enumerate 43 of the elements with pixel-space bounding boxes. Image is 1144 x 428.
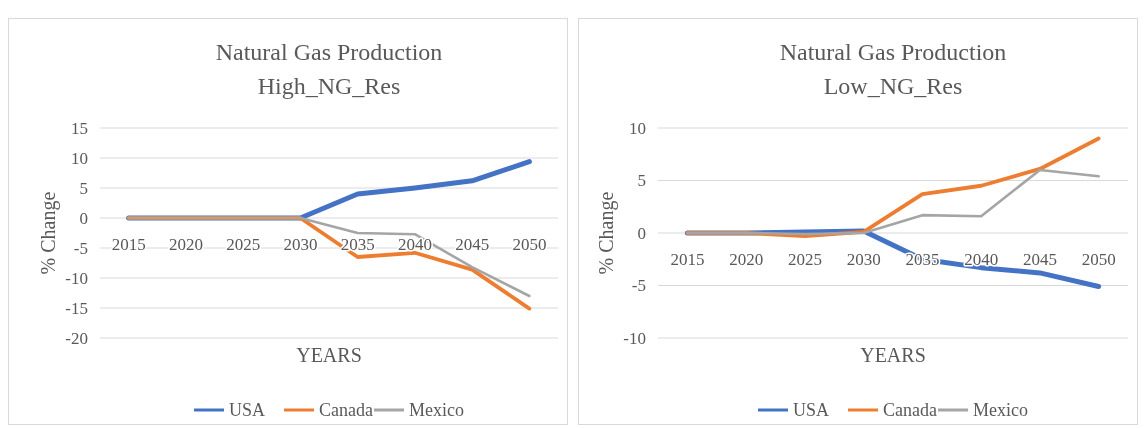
legend-label: Canada [883, 400, 937, 421]
x-tick-label: 2035 [340, 235, 375, 254]
y-tick-label: 5 [79, 178, 88, 198]
y-tick-label: -20 [65, 328, 88, 348]
y-tick-label: 5 [637, 171, 646, 191]
x-tick-label: 2030 [846, 250, 881, 269]
x-tick-label: 2050 [512, 235, 547, 254]
y-tick-label: 15 [71, 118, 88, 138]
y-tick-label: -10 [65, 268, 88, 288]
y-tick-label: 0 [79, 208, 88, 228]
legend-label: Mexico [973, 400, 1028, 421]
legend-label: USA [229, 400, 266, 421]
x-tick-label: 2040 [964, 250, 999, 269]
y-axis-title: % Change [37, 191, 60, 275]
y-tick-label: -5 [631, 276, 646, 296]
legend-label: Canada [319, 400, 373, 421]
chart-title: Natural Gas Production [779, 39, 1007, 65]
y-tick-label: 0 [637, 223, 646, 243]
chart-subtitle: Low_NG_Res [823, 73, 963, 99]
y-tick-label: 10 [629, 118, 646, 138]
x-tick-label: 2015 [670, 250, 705, 269]
x-tick-label: 2040 [397, 235, 432, 254]
x-tick-label: 2045 [1022, 250, 1057, 269]
line-series [686, 168, 1100, 236]
y-tick-label: 10 [71, 148, 88, 168]
x-tick-label: 2030 [283, 235, 318, 254]
x-tick-label: 2050 [1081, 250, 1116, 269]
legend-label: USA [793, 400, 830, 421]
x-axis-title: YEARS [860, 344, 926, 366]
y-tick-label: -10 [623, 328, 646, 348]
x-tick-label: 2020 [729, 250, 764, 269]
legend-label: Mexico [409, 400, 464, 421]
x-tick-label: 2015 [111, 235, 146, 254]
x-tick-label: 2045 [455, 235, 490, 254]
y-axis-title: % Change [595, 191, 618, 275]
chart-subtitle: High_NG_Res [257, 73, 401, 99]
x-tick-label: 2025 [787, 250, 822, 269]
y-tick-label: -15 [65, 298, 88, 318]
y-tick-label: -5 [73, 238, 88, 258]
x-tick-label: 2025 [226, 235, 261, 254]
x-axis-title: YEARS [296, 344, 362, 366]
x-tick-label: 2020 [168, 235, 203, 254]
chart-title: Natural Gas Production [215, 39, 443, 65]
